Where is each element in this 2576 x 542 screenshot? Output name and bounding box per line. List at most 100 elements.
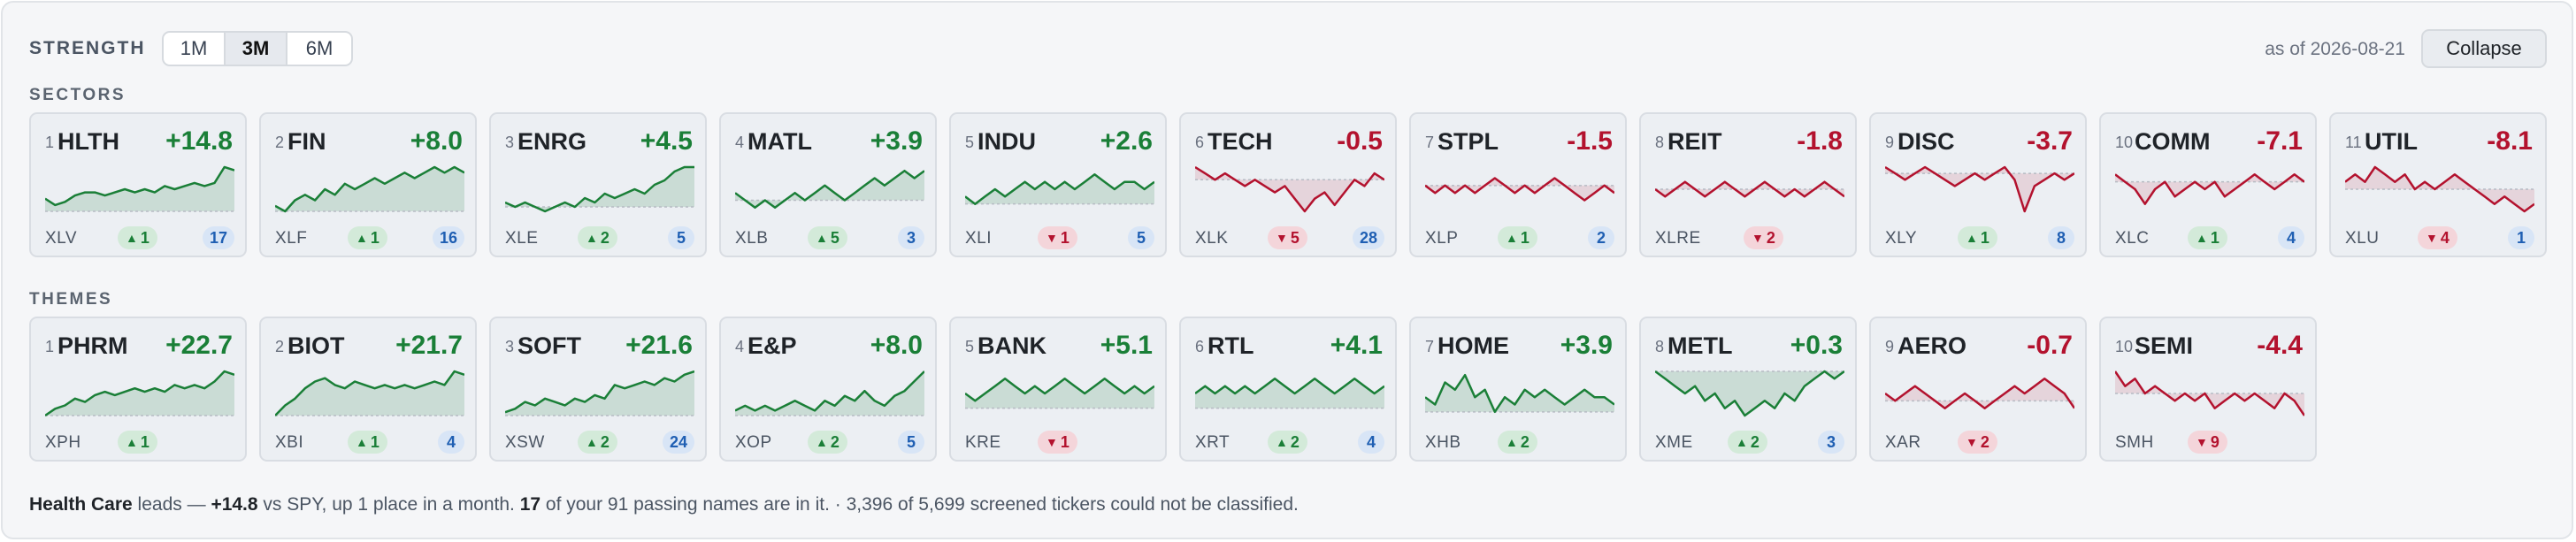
strength-card[interactable]: 7 STPL -1.5 XLP ▲ 1 2 bbox=[1409, 112, 1627, 257]
card-change: +4.5 bbox=[640, 126, 693, 156]
card-symbol: HOME bbox=[1438, 332, 1509, 359]
triangle-up-icon: ▲ bbox=[356, 435, 368, 449]
strength-card[interactable]: 10 SEMI -4.4 SMH ▼ 9 bbox=[2099, 317, 2317, 462]
strength-card[interactable]: 9 DISC -3.7 XLY ▲ 1 8 bbox=[1869, 112, 2087, 257]
card-symbol: MATL bbox=[748, 128, 812, 155]
rank-move-value: 2 bbox=[600, 228, 610, 247]
sparkline-chart bbox=[505, 165, 694, 213]
strength-card[interactable]: 5 BANK +5.1 KRE ▼ 1 bbox=[949, 317, 1167, 462]
card-etf: KRE bbox=[965, 433, 1001, 452]
sparkline-chart bbox=[1195, 378, 1384, 409]
strength-card[interactable]: 1 PHRM +22.7 XPH ▲ 1 bbox=[29, 317, 247, 462]
card-rank: 7 bbox=[1425, 338, 1435, 355]
strength-card[interactable]: 6 TECH -0.5 XLK ▼ 5 28 bbox=[1179, 112, 1397, 257]
sparkline-line bbox=[1655, 180, 1844, 198]
sparkline-area bbox=[735, 371, 924, 416]
card-change: +5.1 bbox=[1100, 331, 1153, 360]
card-etf: XAR bbox=[1885, 433, 1921, 452]
card-etf: XLV bbox=[45, 229, 78, 248]
sparkline-line bbox=[965, 173, 1154, 205]
triangle-up-icon: ▲ bbox=[1506, 435, 1518, 449]
card-etf: XME bbox=[1655, 433, 1693, 452]
strength-card[interactable]: 6 RTL +4.1 XRT ▲ 2 4 bbox=[1179, 317, 1397, 462]
triangle-down-icon: ▼ bbox=[1966, 435, 1978, 449]
card-etf: XLB bbox=[735, 229, 769, 248]
card-etf: XBI bbox=[275, 433, 304, 452]
sparkline-area bbox=[1195, 378, 1384, 408]
rank-move-badge: ▼ 2 bbox=[1958, 431, 1997, 454]
triangle-up-icon: ▲ bbox=[126, 231, 138, 245]
sectors-label: SECTORS bbox=[29, 86, 126, 104]
triangle-up-icon: ▲ bbox=[1276, 435, 1288, 449]
card-etf: XHB bbox=[1425, 433, 1461, 452]
rank-move-badge: ▲ 1 bbox=[118, 226, 157, 249]
card-etf: XRT bbox=[1195, 433, 1230, 452]
rank-move-value: 1 bbox=[1980, 228, 1990, 247]
card-rank: 1 bbox=[45, 134, 55, 151]
rank-move-value: 5 bbox=[830, 228, 840, 247]
rank-move-value: 1 bbox=[140, 432, 150, 451]
sparkline-chart bbox=[45, 165, 234, 212]
sparkline-line bbox=[1885, 165, 2074, 213]
triangle-down-icon: ▼ bbox=[2426, 231, 2438, 245]
strength-card[interactable]: 4 MATL +3.9 XLB ▲ 5 3 bbox=[719, 112, 937, 257]
card-etf: XLY bbox=[1885, 229, 1918, 248]
strength-card[interactable]: 3 ENRG +4.5 XLE ▲ 2 5 bbox=[489, 112, 707, 257]
strength-card[interactable]: 5 INDU +2.6 XLI ▼ 1 5 bbox=[949, 112, 1167, 257]
rank-move-badge: ▼ 5 bbox=[1268, 226, 1307, 249]
period-6m-button[interactable]: 6M bbox=[305, 37, 334, 59]
leader-value: +14.8 bbox=[211, 494, 258, 515]
sparkline-chart bbox=[45, 370, 234, 417]
collapse-button[interactable]: Collapse bbox=[2421, 29, 2547, 68]
strength-card[interactable]: 8 REIT -1.8 XLRE ▼ 2 bbox=[1639, 112, 1857, 257]
period-3m-button[interactable]: 3M bbox=[226, 33, 288, 65]
strength-card[interactable]: 8 METL +0.3 XME ▲ 2 3 bbox=[1639, 317, 1857, 462]
card-rank: 8 bbox=[1655, 338, 1665, 355]
leader-name: Health Care bbox=[29, 494, 133, 515]
card-change: -1.8 bbox=[1797, 126, 1843, 156]
rank-move-badge: ▲ 2 bbox=[578, 431, 617, 454]
strength-card[interactable]: 2 FIN +8.0 XLF ▲ 1 16 bbox=[259, 112, 477, 257]
as-of-date: as of 2026-08-21 bbox=[2265, 39, 2405, 59]
rank-move-badge: ▼ 9 bbox=[2188, 431, 2227, 454]
rank-move-value: 1 bbox=[1060, 228, 1070, 247]
sparkline-chart bbox=[1655, 180, 1844, 198]
card-change: +3.9 bbox=[870, 126, 923, 156]
strength-header: STRENGTH 1M 3M 6M as of 2026-08-21 Colla… bbox=[29, 29, 2547, 68]
card-symbol: ENRG bbox=[518, 128, 587, 155]
card-change: +8.0 bbox=[870, 331, 923, 360]
strength-card[interactable]: 3 SOFT +21.6 XSW ▲ 2 24 bbox=[489, 317, 707, 462]
triangle-up-icon: ▲ bbox=[586, 231, 598, 245]
triangle-up-icon: ▲ bbox=[1966, 231, 1978, 245]
strength-card[interactable]: 9 AERO -0.7 XAR ▼ 2 bbox=[1869, 317, 2087, 462]
rank-move-value: 2 bbox=[830, 432, 840, 451]
themes-label: THEMES bbox=[29, 290, 113, 309]
sparkline-area bbox=[965, 174, 1154, 204]
holdings-count-badge: 17 bbox=[202, 226, 234, 249]
holdings-count-badge: 3 bbox=[898, 226, 924, 249]
card-change: +21.6 bbox=[625, 331, 693, 360]
rank-move-badge: ▲ 1 bbox=[1498, 226, 1537, 249]
holdings-count-badge: 4 bbox=[438, 431, 464, 454]
card-change: -8.1 bbox=[2487, 126, 2533, 156]
card-change: -3.7 bbox=[2027, 126, 2073, 156]
strength-card[interactable]: 1 HLTH +14.8 XLV ▲ 1 17 bbox=[29, 112, 247, 257]
sparkline-area bbox=[2345, 167, 2534, 211]
strength-card[interactable]: 11 UTIL -8.1 XLU ▼ 4 1 bbox=[2329, 112, 2547, 257]
period-toggle-group: 1M 3M 6M bbox=[162, 31, 353, 66]
strength-card[interactable]: 4 E&P +8.0 XOP ▲ 2 5 bbox=[719, 317, 937, 462]
period-1m-button[interactable]: 1M bbox=[164, 33, 226, 65]
strength-card[interactable]: 7 HOME +3.9 XHB ▲ 2 bbox=[1409, 317, 1627, 462]
sparkline-area bbox=[275, 167, 464, 211]
card-etf: XLU bbox=[2345, 229, 2380, 248]
strength-card[interactable]: 10 COMM -7.1 XLC ▲ 1 4 bbox=[2099, 112, 2317, 257]
triangle-up-icon: ▲ bbox=[2196, 231, 2208, 245]
summary-footer: Health Care leads — +14.8 vs SPY, up 1 p… bbox=[29, 494, 1299, 515]
rank-move-value: 2 bbox=[1980, 432, 1990, 451]
card-rank: 7 bbox=[1425, 134, 1435, 151]
sparkline-area bbox=[45, 167, 234, 211]
sparkline-chart bbox=[1425, 177, 1614, 202]
card-rank: 10 bbox=[2115, 134, 2134, 151]
strength-card[interactable]: 2 BIOT +21.7 XBI ▲ 1 4 bbox=[259, 317, 477, 462]
card-etf: XLE bbox=[505, 229, 539, 248]
